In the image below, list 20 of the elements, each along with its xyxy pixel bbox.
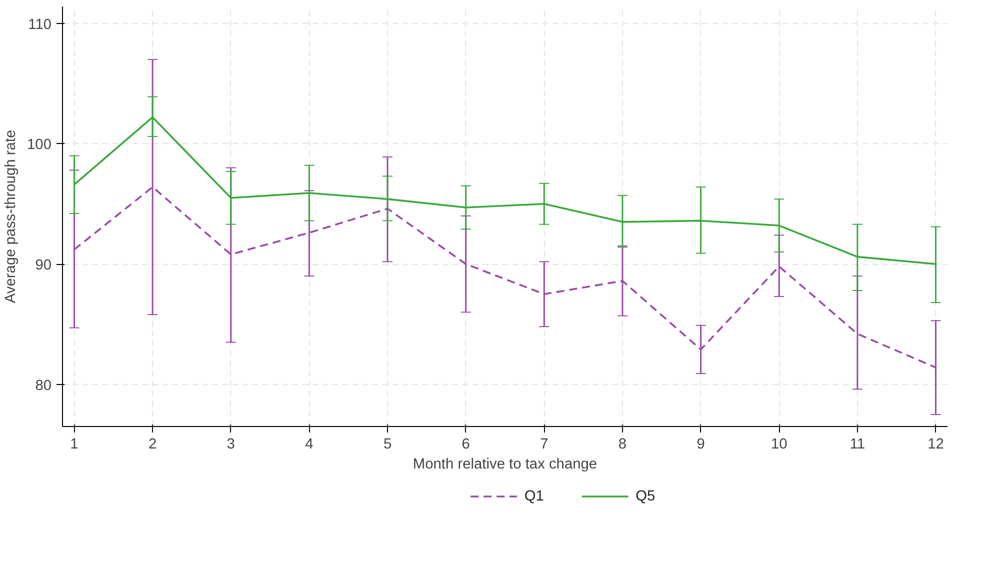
x-axis-title: Month relative to tax change xyxy=(412,456,598,472)
x-tick-label: 9 xyxy=(696,436,705,452)
y-tick-label: 90 xyxy=(35,258,52,274)
legend-label: Q5 xyxy=(636,488,656,504)
legend-label: Q1 xyxy=(524,488,544,504)
x-tick-label: 4 xyxy=(305,436,314,452)
x-tick-label: 7 xyxy=(540,436,548,452)
y-tick-label: 100 xyxy=(27,137,52,154)
x-tick-label: 12 xyxy=(928,436,944,452)
x-tick-label: 2 xyxy=(148,436,157,452)
y-axis-title: Average pass-through rate xyxy=(3,130,20,304)
x-tick-label: 11 xyxy=(850,436,866,452)
x-tick-label: 10 xyxy=(770,436,788,452)
x-tick-label: 8 xyxy=(618,436,627,452)
x-tick-label: 5 xyxy=(383,436,392,452)
y-tick-label: 110 xyxy=(28,16,52,33)
x-tick-label: 3 xyxy=(226,436,235,452)
x-tick-label: 1 xyxy=(70,436,78,452)
y-tick-label: 80 xyxy=(35,378,52,394)
x-tick-label: 6 xyxy=(462,436,470,452)
